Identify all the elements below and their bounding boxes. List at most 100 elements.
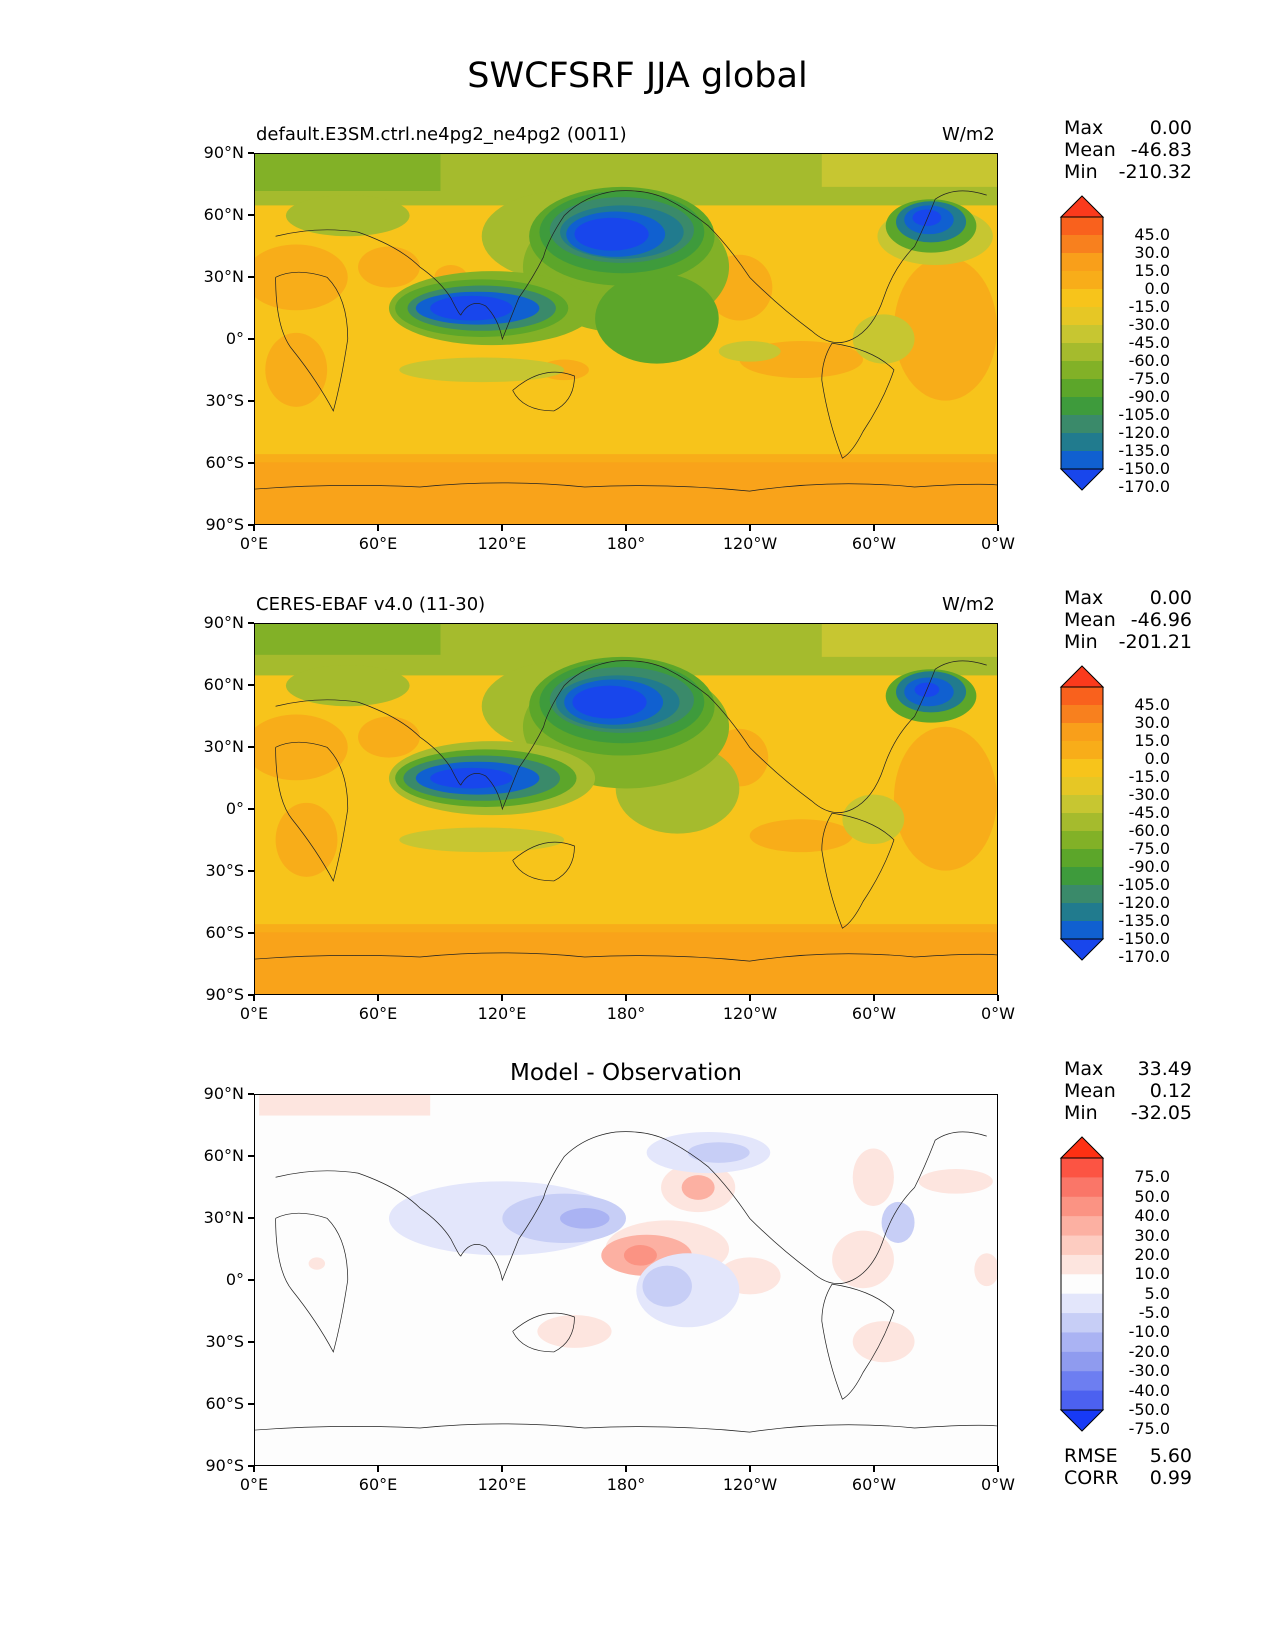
colorbar-tick-label: -150.0 bbox=[1118, 459, 1170, 478]
stat-mean-label: Mean bbox=[1064, 1080, 1116, 1102]
colorbar-tick-label: 20.0 bbox=[1134, 1244, 1170, 1264]
colorbar-tick-label: -90.0 bbox=[1128, 387, 1170, 406]
colorbar-tick-label: -30.0 bbox=[1128, 785, 1170, 804]
colorbar-bin bbox=[1061, 759, 1103, 778]
stat-min-label: Min bbox=[1064, 1102, 1098, 1124]
y-tick-mark bbox=[248, 1093, 254, 1095]
panel1-colorbar bbox=[1059, 195, 1105, 491]
panel3-max-value: 33.49 bbox=[1137, 1058, 1192, 1080]
colorbar-bin bbox=[1061, 1332, 1103, 1353]
x-tick-label: 120°E bbox=[477, 1475, 527, 1494]
panel3-mean-value: 0.12 bbox=[1149, 1080, 1192, 1102]
colorbar-tick-label: 15.0 bbox=[1134, 261, 1170, 280]
y-tick-mark bbox=[248, 524, 254, 526]
colorbar-bin bbox=[1061, 1390, 1103, 1411]
panel3-diff-map bbox=[254, 1094, 998, 1466]
colorbar-bin bbox=[1061, 289, 1103, 308]
panel2-units: W/m2 bbox=[942, 594, 995, 615]
y-tick-mark bbox=[248, 1279, 254, 1281]
panel1-min-value: -210.32 bbox=[1118, 161, 1192, 183]
colorbar-tick-label: -30.0 bbox=[1128, 1361, 1170, 1381]
panel1-map bbox=[254, 153, 998, 525]
y-tick-label: 0° bbox=[225, 329, 244, 348]
y-tick-mark bbox=[248, 276, 254, 278]
x-tick-mark bbox=[253, 1466, 255, 1472]
y-tick-label: 60°S bbox=[205, 1394, 244, 1413]
x-tick-label: 120°W bbox=[722, 1004, 778, 1023]
x-tick-label: 120°E bbox=[477, 1004, 527, 1023]
y-tick-label: 30°S bbox=[205, 1332, 244, 1351]
panel1-stats: Max 0.00 Mean -46.83 Min -210.32 bbox=[1064, 117, 1192, 183]
panel3-stats: Max 33.49 Mean 0.12 Min -32.05 bbox=[1064, 1058, 1192, 1124]
panel2-mean-value: -46.96 bbox=[1130, 609, 1192, 631]
x-tick-mark bbox=[253, 995, 255, 1001]
x-tick-mark bbox=[625, 995, 627, 1001]
figure-title: SWCFSRF JJA global bbox=[467, 56, 808, 96]
x-tick-mark bbox=[253, 525, 255, 531]
x-tick-mark bbox=[625, 525, 627, 531]
stat-mean-label: Mean bbox=[1064, 609, 1116, 631]
colorbar-bin bbox=[1061, 867, 1103, 886]
colorbar-tick-label: 40.0 bbox=[1134, 1206, 1170, 1226]
colorbar-tick-label: -30.0 bbox=[1128, 315, 1170, 334]
panel2-map bbox=[254, 623, 998, 995]
y-tick-mark bbox=[248, 1403, 254, 1405]
colorbar-tick-label: 45.0 bbox=[1134, 695, 1170, 714]
x-tick-mark bbox=[997, 995, 999, 1001]
colorbar-tick-label: 75.0 bbox=[1134, 1167, 1170, 1187]
x-tick-mark bbox=[997, 1466, 999, 1472]
colorbar-bin bbox=[1061, 361, 1103, 380]
colorbar-tick-label: 0.0 bbox=[1144, 279, 1170, 298]
x-tick-label: 180° bbox=[606, 1475, 646, 1494]
panel2-min-value: -201.21 bbox=[1118, 631, 1192, 653]
panel3-min-value: -32.05 bbox=[1130, 1102, 1192, 1124]
colorbar-tick-label: -20.0 bbox=[1128, 1341, 1170, 1361]
x-tick-mark bbox=[749, 525, 751, 531]
panel2-max-value: 0.00 bbox=[1149, 587, 1192, 609]
y-tick-label: 30°N bbox=[203, 1208, 244, 1227]
colorbar-bin bbox=[1061, 777, 1103, 796]
panel2-colorbar bbox=[1059, 665, 1105, 961]
colorbar-bin bbox=[1061, 849, 1103, 868]
colorbar-tick-label: -60.0 bbox=[1128, 821, 1170, 840]
y-tick-mark bbox=[248, 1341, 254, 1343]
y-tick-mark bbox=[248, 152, 254, 154]
colorbar-frame bbox=[1060, 216, 1104, 470]
colorbar-tick-label: 30.0 bbox=[1134, 713, 1170, 732]
colorbar-bin bbox=[1061, 1274, 1103, 1295]
rmse-label: RMSE bbox=[1064, 1445, 1118, 1467]
x-tick-label: 120°E bbox=[477, 534, 527, 553]
y-tick-mark bbox=[248, 808, 254, 810]
y-tick-mark bbox=[248, 1465, 254, 1467]
panel1-mean-value: -46.83 bbox=[1130, 139, 1192, 161]
colorbar-bin bbox=[1061, 723, 1103, 742]
colorbar-tick-label: -5.0 bbox=[1138, 1303, 1170, 1323]
x-tick-label: 0°E bbox=[239, 534, 269, 553]
x-tick-mark bbox=[501, 995, 503, 1001]
x-tick-label: 60°W bbox=[851, 1475, 897, 1494]
x-tick-mark bbox=[625, 1466, 627, 1472]
colorbar-bin bbox=[1061, 217, 1103, 236]
colorbar-tick-label: -40.0 bbox=[1128, 1380, 1170, 1400]
stat-mean-label: Mean bbox=[1064, 139, 1116, 161]
stat-min-label: Min bbox=[1064, 631, 1098, 653]
y-tick-mark bbox=[248, 1155, 254, 1157]
colorbar-bin bbox=[1061, 831, 1103, 850]
colorbar-tick-label: -45.0 bbox=[1128, 333, 1170, 352]
y-tick-mark bbox=[248, 746, 254, 748]
x-tick-label: 60°W bbox=[851, 534, 897, 553]
colorbar-bin bbox=[1061, 741, 1103, 760]
y-tick-label: 60°N bbox=[203, 205, 244, 224]
colorbar-tick-label: -75.0 bbox=[1128, 1419, 1170, 1439]
colorbar-tick-label: -60.0 bbox=[1128, 351, 1170, 370]
colorbar-tick-label: 30.0 bbox=[1134, 1225, 1170, 1245]
stat-max-label: Max bbox=[1064, 1058, 1104, 1080]
colorbar-tick-label: -120.0 bbox=[1118, 893, 1170, 912]
colorbar-tick-label: -150.0 bbox=[1118, 929, 1170, 948]
corr-label: CORR bbox=[1064, 1467, 1119, 1489]
colorbar-bin bbox=[1061, 921, 1103, 940]
colorbar-bin bbox=[1061, 1235, 1103, 1256]
colorbar-bin bbox=[1061, 687, 1103, 706]
panel3-colorbar bbox=[1059, 1136, 1105, 1432]
y-tick-mark bbox=[248, 932, 254, 934]
